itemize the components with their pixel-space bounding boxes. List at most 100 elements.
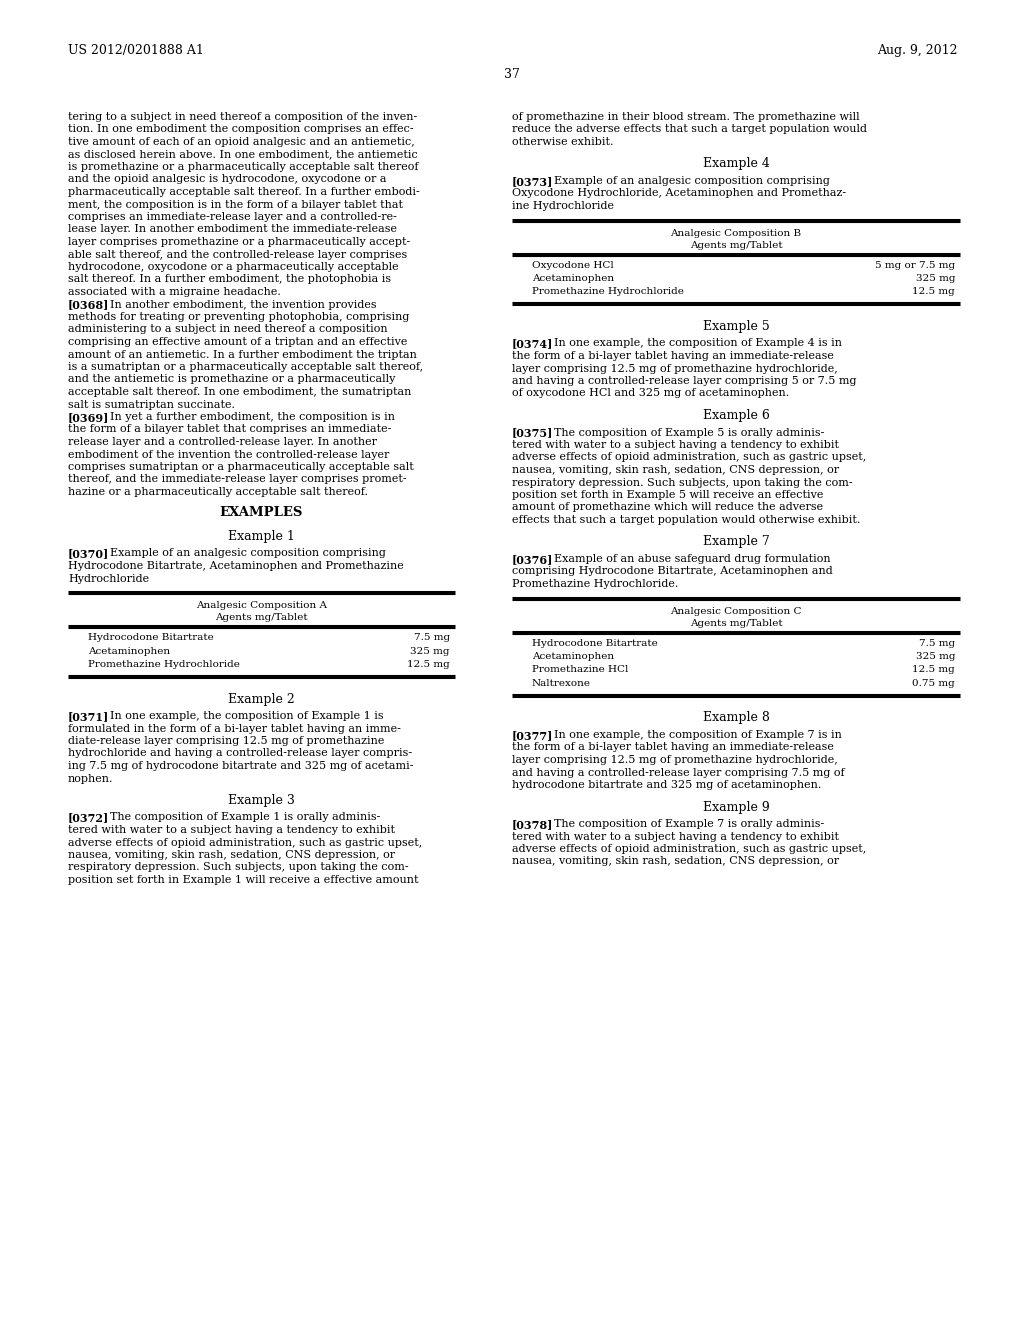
Text: In one example, the composition of Example 1 is: In one example, the composition of Examp… [110, 711, 384, 721]
Text: embodiment of the invention the controlled-release layer: embodiment of the invention the controll… [68, 450, 389, 459]
Text: ment, the composition is in the form of a bilayer tablet that: ment, the composition is in the form of … [68, 199, 403, 210]
Text: nausea, vomiting, skin rash, sedation, CNS depression, or: nausea, vomiting, skin rash, sedation, C… [512, 857, 839, 866]
Text: nophen.: nophen. [68, 774, 114, 784]
Text: Example 4: Example 4 [702, 157, 769, 170]
Text: the form of a bilayer tablet that comprises an immediate-: the form of a bilayer tablet that compri… [68, 425, 391, 434]
Text: In one example, the composition of Example 7 is in: In one example, the composition of Examp… [554, 730, 842, 741]
Text: associated with a migraine headache.: associated with a migraine headache. [68, 286, 281, 297]
Text: Acetaminophen: Acetaminophen [532, 652, 614, 661]
Text: and having a controlled-release layer comprising 7.5 mg of: and having a controlled-release layer co… [512, 767, 845, 777]
Text: Promethazine Hydrochloride: Promethazine Hydrochloride [532, 288, 684, 297]
Text: Example of an abuse safeguard drug formulation: Example of an abuse safeguard drug formu… [554, 554, 830, 564]
Text: able salt thereof, and the controlled-release layer comprises: able salt thereof, and the controlled-re… [68, 249, 408, 260]
Text: In another embodiment, the invention provides: In another embodiment, the invention pro… [110, 300, 377, 309]
Text: 0.75 mg: 0.75 mg [912, 678, 955, 688]
Text: position set forth in Example 1 will receive a effective amount: position set forth in Example 1 will rec… [68, 875, 419, 884]
Text: 325 mg: 325 mg [915, 275, 955, 282]
Text: US 2012/0201888 A1: US 2012/0201888 A1 [68, 44, 204, 57]
Text: 12.5 mg: 12.5 mg [912, 288, 955, 297]
Text: Example 6: Example 6 [702, 409, 769, 422]
Text: hazine or a pharmaceutically acceptable salt thereof.: hazine or a pharmaceutically acceptable … [68, 487, 368, 498]
Text: [0376]: [0376] [512, 554, 553, 565]
Text: position set forth in Example 5 will receive an effective: position set forth in Example 5 will rec… [512, 490, 823, 500]
Text: hydrocodone bitartrate and 325 mg of acetaminophen.: hydrocodone bitartrate and 325 mg of ace… [512, 780, 821, 789]
Text: [0375]: [0375] [512, 428, 553, 438]
Text: adverse effects of opioid administration, such as gastric upset,: adverse effects of opioid administration… [68, 837, 422, 847]
Text: amount of an antiemetic. In a further embodiment the triptan: amount of an antiemetic. In a further em… [68, 350, 417, 359]
Text: Example 7: Example 7 [702, 536, 769, 549]
Text: Promethazine HCl: Promethazine HCl [532, 665, 629, 675]
Text: Oxycodone Hydrochloride, Acetaminophen and Promethaz-: Oxycodone Hydrochloride, Acetaminophen a… [512, 189, 846, 198]
Text: Analgesic Composition C: Analgesic Composition C [671, 606, 802, 615]
Text: The composition of Example 1 is orally adminis-: The composition of Example 1 is orally a… [110, 813, 380, 822]
Text: ine Hydrochloride: ine Hydrochloride [512, 201, 614, 211]
Text: 7.5 mg: 7.5 mg [919, 639, 955, 648]
Text: Oxycodone HCl: Oxycodone HCl [532, 260, 613, 269]
Text: hydrochloride and having a controlled-release layer compris-: hydrochloride and having a controlled-re… [68, 748, 412, 759]
Text: of promethazine in their blood stream. The promethazine will: of promethazine in their blood stream. T… [512, 112, 859, 121]
Text: respiratory depression. Such subjects, upon taking the com-: respiratory depression. Such subjects, u… [68, 862, 409, 873]
Text: tered with water to a subject having a tendency to exhibit: tered with water to a subject having a t… [512, 832, 839, 842]
Text: tered with water to a subject having a tendency to exhibit: tered with water to a subject having a t… [512, 440, 839, 450]
Text: of oxycodone HCl and 325 mg of acetaminophen.: of oxycodone HCl and 325 mg of acetamino… [512, 388, 790, 399]
Text: otherwise exhibit.: otherwise exhibit. [512, 137, 613, 147]
Text: In yet a further embodiment, the composition is in: In yet a further embodiment, the composi… [110, 412, 395, 422]
Text: nausea, vomiting, skin rash, sedation, CNS depression, or: nausea, vomiting, skin rash, sedation, C… [512, 465, 839, 475]
Text: Example 3: Example 3 [228, 795, 295, 807]
Text: Agents mg/Tablet: Agents mg/Tablet [690, 619, 782, 627]
Text: Hydrocodone Bitartrate, Acetaminophen and Promethazine: Hydrocodone Bitartrate, Acetaminophen an… [68, 561, 403, 572]
Text: and the opioid analgesic is hydrocodone, oxycodone or a: and the opioid analgesic is hydrocodone,… [68, 174, 386, 185]
Text: 325 mg: 325 mg [411, 647, 450, 656]
Text: 37: 37 [504, 69, 520, 81]
Text: amount of promethazine which will reduce the adverse: amount of promethazine which will reduce… [512, 503, 823, 512]
Text: Example 2: Example 2 [228, 693, 295, 705]
Text: adverse effects of opioid administration, such as gastric upset,: adverse effects of opioid administration… [512, 453, 866, 462]
Text: [0369]: [0369] [68, 412, 110, 422]
Text: Agents mg/Tablet: Agents mg/Tablet [690, 240, 782, 249]
Text: Hydrocodone Bitartrate: Hydrocodone Bitartrate [88, 634, 214, 642]
Text: Analgesic Composition A: Analgesic Composition A [196, 601, 327, 610]
Text: acceptable salt thereof. In one embodiment, the sumatriptan: acceptable salt thereof. In one embodime… [68, 387, 412, 397]
Text: layer comprises promethazine or a pharmaceutically accept-: layer comprises promethazine or a pharma… [68, 238, 411, 247]
Text: hydrocodone, oxycodone or a pharmaceutically acceptable: hydrocodone, oxycodone or a pharmaceutic… [68, 261, 398, 272]
Text: reduce the adverse effects that such a target population would: reduce the adverse effects that such a t… [512, 124, 867, 135]
Text: layer comprising 12.5 mg of promethazine hydrochloride,: layer comprising 12.5 mg of promethazine… [512, 363, 838, 374]
Text: The composition of Example 7 is orally adminis-: The composition of Example 7 is orally a… [554, 818, 824, 829]
Text: is promethazine or a pharmaceutically acceptable salt thereof: is promethazine or a pharmaceutically ac… [68, 162, 419, 172]
Text: as disclosed herein above. In one embodiment, the antiemetic: as disclosed herein above. In one embodi… [68, 149, 418, 160]
Text: Example of an analgesic composition comprising: Example of an analgesic composition comp… [554, 176, 829, 186]
Text: ing 7.5 mg of hydrocodone bitartrate and 325 mg of acetami-: ing 7.5 mg of hydrocodone bitartrate and… [68, 762, 414, 771]
Text: and the antiemetic is promethazine or a pharmaceutically: and the antiemetic is promethazine or a … [68, 375, 395, 384]
Text: 5 mg or 7.5 mg: 5 mg or 7.5 mg [874, 260, 955, 269]
Text: Hydrocodone Bitartrate: Hydrocodone Bitartrate [532, 639, 657, 648]
Text: salt thereof. In a further embodiment, the photophobia is: salt thereof. In a further embodiment, t… [68, 275, 391, 285]
Text: Example of an analgesic composition comprising: Example of an analgesic composition comp… [110, 549, 386, 558]
Text: the form of a bi-layer tablet having an immediate-release: the form of a bi-layer tablet having an … [512, 351, 834, 360]
Text: [0374]: [0374] [512, 338, 553, 350]
Text: Acetaminophen: Acetaminophen [88, 647, 170, 656]
Text: tered with water to a subject having a tendency to exhibit: tered with water to a subject having a t… [68, 825, 395, 836]
Text: Agents mg/Tablet: Agents mg/Tablet [215, 612, 308, 622]
Text: Example 9: Example 9 [702, 800, 769, 813]
Text: [0377]: [0377] [512, 730, 553, 741]
Text: and having a controlled-release layer comprising 5 or 7.5 mg: and having a controlled-release layer co… [512, 376, 856, 385]
Text: [0373]: [0373] [512, 176, 553, 187]
Text: tive amount of each of an opioid analgesic and an antiemetic,: tive amount of each of an opioid analges… [68, 137, 415, 147]
Text: Analgesic Composition B: Analgesic Composition B [671, 228, 802, 238]
Text: 12.5 mg: 12.5 mg [912, 665, 955, 675]
Text: [0368]: [0368] [68, 300, 110, 310]
Text: effects that such a target population would otherwise exhibit.: effects that such a target population wo… [512, 515, 860, 525]
Text: Aug. 9, 2012: Aug. 9, 2012 [878, 44, 958, 57]
Text: is a sumatriptan or a pharmaceutically acceptable salt thereof,: is a sumatriptan or a pharmaceutically a… [68, 362, 423, 372]
Text: the form of a bi-layer tablet having an immediate-release: the form of a bi-layer tablet having an … [512, 742, 834, 752]
Text: [0370]: [0370] [68, 549, 110, 560]
Text: [0372]: [0372] [68, 813, 110, 824]
Text: tion. In one embodiment the composition comprises an effec-: tion. In one embodiment the composition … [68, 124, 414, 135]
Text: comprising an effective amount of a triptan and an effective: comprising an effective amount of a trip… [68, 337, 408, 347]
Text: tering to a subject in need thereof a composition of the inven-: tering to a subject in need thereof a co… [68, 112, 417, 121]
Text: Naltrexone: Naltrexone [532, 678, 591, 688]
Text: nausea, vomiting, skin rash, sedation, CNS depression, or: nausea, vomiting, skin rash, sedation, C… [68, 850, 395, 861]
Text: comprises sumatriptan or a pharmaceutically acceptable salt: comprises sumatriptan or a pharmaceutica… [68, 462, 414, 473]
Text: salt is sumatriptan succinate.: salt is sumatriptan succinate. [68, 400, 234, 409]
Text: 325 mg: 325 mg [915, 652, 955, 661]
